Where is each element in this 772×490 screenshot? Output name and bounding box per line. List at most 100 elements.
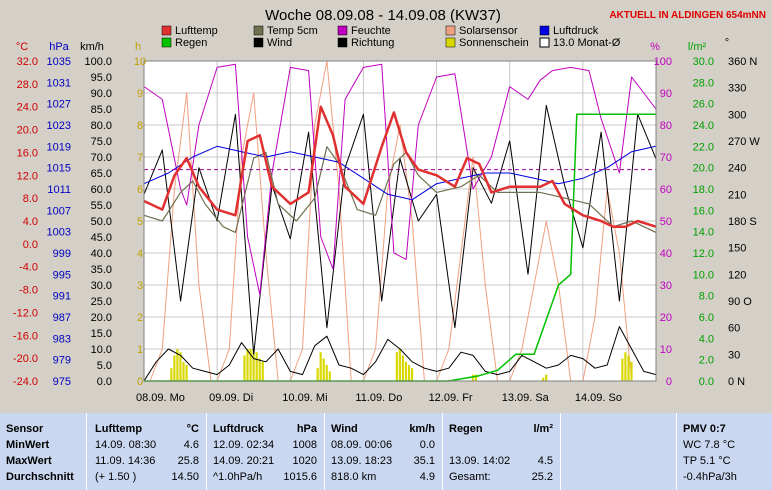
series-layer: [143, 60, 657, 382]
lufttemp-min-value: 4.6: [183, 439, 199, 451]
status-label: AKTUELL IN ALDINGEN 654mNN: [609, 10, 766, 21]
wind-tick-label: 65.0: [91, 168, 112, 180]
legend-swatch: [161, 37, 172, 48]
sunshine-bar: [243, 355, 246, 381]
sunshine-bar: [185, 365, 188, 381]
legend-label: 13.0 Monat-Ø: [553, 37, 621, 49]
rain-tick-label: 20.0: [693, 163, 714, 175]
wind-tick-label: 40.0: [91, 248, 112, 260]
wind-tick-label: 95.0: [91, 72, 112, 84]
wind-tick-label: 35.0: [91, 264, 112, 276]
regen-max-time: 13.09. 14:02: [449, 455, 511, 467]
direction-axis-unit: °: [725, 37, 729, 49]
rain-tick-label: 18.0: [693, 184, 714, 196]
sun-tick-label: 3: [137, 280, 143, 292]
sun-tick-label: 4: [137, 248, 143, 260]
pressure-tick-label: 1011: [47, 184, 71, 196]
legend-swatch: [539, 37, 550, 48]
wind-header: Wind: [331, 423, 358, 435]
pressure-tick-label: 995: [53, 269, 71, 281]
rain-tick-label: 6.0: [699, 312, 714, 324]
lufttemp-header: Lufttemp: [95, 423, 143, 435]
axis-units: °C hPa km/h h% l/m² °: [16, 37, 729, 53]
humidity-tick-label: 0: [666, 376, 672, 388]
sunshine-bar: [328, 371, 331, 381]
temp-5cm-line: [143, 146, 657, 233]
temp-tick-label: 16.0: [17, 147, 38, 159]
solarsensor-line: [144, 60, 656, 382]
luftdruck-avg-note: ^1.0hPa/h: [213, 471, 263, 483]
temp-tick-label: 24.0: [17, 102, 38, 114]
direction-tick-label: 30: [728, 349, 740, 361]
sunshine-bar: [474, 374, 478, 381]
legend-label: Richtung: [351, 37, 394, 49]
wind-tick-label: 15.0: [91, 328, 112, 340]
sunshine-bar: [325, 365, 328, 381]
regen-max-value: 4.5: [537, 455, 553, 467]
pressure-tick-label: 999: [53, 248, 71, 260]
wind-avg-value: 4.9: [419, 471, 435, 483]
humidity-tick-label: 70: [660, 152, 672, 164]
lufttemp-max-time: 11.09. 14:36: [95, 455, 156, 467]
humidity-tick-label: 30: [660, 280, 672, 292]
rain-tick-label: 28.0: [693, 77, 714, 89]
pressure-tick-label: 987: [53, 312, 71, 324]
humidity-tick-label: 60: [660, 184, 672, 196]
luftdruck-column: Luftdruck hPa 12.09. 02:34 1008 14.09. 2…: [206, 413, 323, 490]
legend-label: Luftdruck: [553, 25, 599, 37]
direction-tick-label: 270 W: [728, 136, 760, 148]
day-label: 10.09. Mi: [282, 392, 327, 404]
pressure-tick-label: 975: [53, 376, 71, 388]
wind-tick-label: 25.0: [91, 296, 112, 308]
sunshine-bar: [316, 368, 319, 381]
wind-tick-label: 45.0: [91, 232, 112, 244]
temp-tick-label: 8.0: [23, 193, 38, 205]
sensor-column: Sensor MinWert MaxWert Durchschnitt: [0, 413, 84, 490]
day-label: 14.09. So: [575, 392, 622, 404]
sun-tick-label: 8: [137, 120, 143, 132]
axis-ticks: 32.028.024.020.016.012.08.04.00.0-4.0-8.…: [13, 56, 760, 388]
pressure-tick-label: 1019: [47, 141, 71, 153]
minwert-label: MinWert: [6, 439, 50, 451]
wind-tick-label: 5.0: [97, 360, 112, 372]
luftdruck-max-time: 14.09. 20:21: [213, 455, 275, 467]
wind-column: Wind km/h 08.09. 00:06 0.0 13.09. 18:23 …: [324, 413, 441, 490]
feuchte-line: [143, 63, 657, 296]
pressure-tick-label: 979: [53, 355, 71, 367]
sunshine-bar: [322, 358, 325, 381]
rain-tick-label: 24.0: [693, 120, 714, 132]
wind-line: [143, 326, 657, 382]
chart-title: Woche 08.09.08 - 14.09.08 (KW37): [265, 7, 501, 24]
humidity-tick-label: 80: [660, 120, 672, 132]
rain-tick-label: 26.0: [693, 99, 714, 111]
legend-label: Temp 5cm: [267, 25, 318, 37]
durchschnitt-label: Durchschnitt: [6, 471, 74, 483]
sun-tick-label: 6: [137, 184, 143, 196]
legend-label: Feuchte: [351, 25, 391, 37]
pressure-tick-label: 1007: [47, 205, 71, 217]
sun-tick-label: 10: [134, 56, 146, 68]
regen-avg-value: 25.2: [531, 471, 553, 483]
temp-tick-label: 32.0: [17, 56, 38, 68]
direction-tick-label: 210: [728, 189, 746, 201]
humidity-tick-label: 50: [660, 216, 672, 228]
sunshine-bar: [319, 352, 322, 381]
direction-tick-label: 180 S: [728, 216, 757, 228]
direction-tick-label: 300: [728, 109, 746, 121]
wind-max-value: 35.1: [413, 455, 435, 467]
sunshine-bar: [410, 368, 414, 381]
direction-tick-label: 330: [728, 83, 746, 95]
temp-tick-label: 4.0: [23, 216, 38, 228]
direction-tick-label: 0 N: [728, 376, 745, 388]
humidity-tick-label: 10: [660, 344, 672, 356]
legend: Lufttemp Temp 5cm Feuchte Solarsensor Luftdr…: [161, 25, 621, 49]
legend-swatch: [539, 25, 550, 36]
humidity-tick-label: 40: [660, 248, 672, 260]
pressure-tick-label: 1023: [47, 120, 71, 132]
wind-tick-label: 85.0: [91, 104, 112, 116]
luftdruck-avg-value: 1015.6: [283, 471, 317, 483]
day-label: 09.09. Di: [209, 392, 253, 404]
direction-tick-label: 60: [728, 323, 740, 335]
pressure-tick-label: 1015: [47, 163, 71, 175]
wind-tick-label: 50.0: [91, 216, 112, 228]
